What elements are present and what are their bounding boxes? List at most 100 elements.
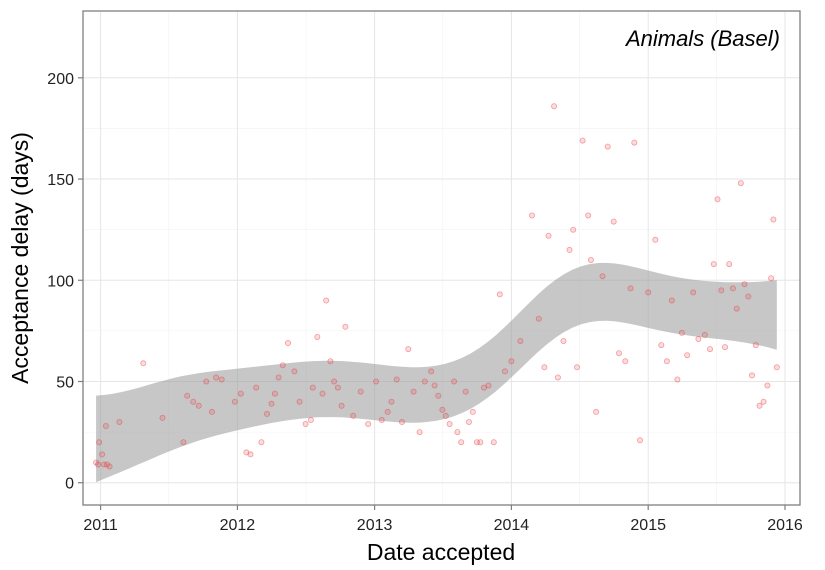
data-point: [752, 342, 759, 349]
x-tick-label: 2014: [494, 517, 530, 534]
y-axis: 0 50 100 150 200: [47, 71, 83, 493]
data-point: [231, 398, 238, 405]
data-points: [93, 103, 780, 470]
data-point: [451, 378, 458, 385]
data-point: [275, 374, 282, 381]
x-tick-label: 2012: [220, 517, 256, 534]
data-point: [458, 439, 465, 446]
data-point: [462, 388, 469, 395]
data-point: [431, 382, 438, 389]
data-point: [95, 461, 102, 468]
data-point: [373, 378, 380, 385]
data-point: [737, 180, 744, 187]
data-point: [722, 344, 729, 351]
data-point: [574, 364, 581, 371]
data-point: [508, 358, 515, 365]
data-point: [384, 408, 391, 415]
data-point: [421, 378, 428, 385]
smooth-confidence-band: [96, 262, 777, 483]
data-point: [323, 297, 330, 304]
data-point: [284, 339, 291, 346]
data-point: [180, 439, 187, 446]
data-point: [587, 256, 594, 263]
data-point: [99, 451, 106, 458]
data-point: [102, 422, 109, 429]
data-point: [485, 382, 492, 389]
data-point: [314, 333, 321, 340]
data-point: [631, 139, 638, 146]
data-point: [554, 374, 561, 381]
data-point: [579, 137, 586, 144]
data-point: [764, 382, 771, 389]
data-point: [517, 337, 524, 344]
data-point: [477, 439, 484, 446]
data-point: [184, 392, 191, 399]
data-point: [658, 342, 665, 349]
data-point: [331, 378, 338, 385]
data-point: [773, 364, 780, 371]
data-point: [663, 358, 670, 365]
data-point: [439, 406, 446, 413]
data-point: [545, 232, 552, 239]
data-point: [435, 392, 442, 399]
data-point: [490, 439, 497, 446]
data-point: [599, 273, 606, 280]
data-point: [291, 368, 298, 375]
data-point: [733, 305, 740, 312]
x-tick-label: 2011: [83, 517, 118, 534]
x-tick-label: 2016: [767, 517, 803, 534]
data-point: [627, 285, 634, 292]
data-point: [218, 376, 225, 383]
data-point: [350, 412, 357, 419]
data-point: [190, 398, 197, 405]
data-point: [529, 212, 536, 219]
y-tick-label: 100: [47, 273, 74, 290]
x-axis-title: Date accepted: [367, 539, 515, 565]
data-point: [378, 416, 385, 423]
data-point: [593, 408, 600, 415]
data-point: [271, 390, 278, 397]
data-point: [645, 289, 652, 296]
data-point: [442, 412, 449, 419]
data-point: [393, 376, 400, 383]
data-point: [106, 463, 113, 470]
data-point: [116, 418, 123, 425]
smooth-band: [96, 262, 777, 483]
data-point: [302, 420, 309, 427]
data-point: [307, 416, 314, 423]
data-point: [365, 420, 372, 427]
data-point: [701, 331, 708, 338]
data-point: [258, 439, 265, 446]
y-tick-label: 200: [47, 71, 74, 88]
x-tick-label: 2015: [630, 517, 666, 534]
data-point: [140, 360, 147, 367]
data-point: [726, 261, 733, 268]
y-tick-label: 0: [65, 476, 74, 493]
data-point: [268, 400, 275, 407]
data-point: [718, 287, 725, 294]
data-point: [388, 398, 395, 405]
data-point: [551, 103, 558, 110]
data-point: [585, 212, 592, 219]
data-point: [159, 414, 166, 421]
y-tick-label: 50: [56, 375, 74, 392]
data-point: [469, 408, 476, 415]
data-point: [616, 350, 623, 357]
data-point: [405, 346, 412, 353]
data-point: [296, 398, 303, 405]
data-point: [101, 461, 108, 468]
data-point: [729, 285, 736, 292]
data-point: [541, 364, 548, 371]
data-point: [428, 368, 435, 375]
data-point: [684, 352, 691, 359]
data-point: [745, 293, 752, 300]
data-point: [243, 449, 250, 456]
data-point: [473, 439, 480, 446]
x-axis: 2011 2012 2013 2014 2015 2016: [83, 505, 803, 534]
data-point: [496, 291, 503, 298]
data-point: [652, 236, 659, 243]
data-point: [768, 275, 775, 282]
data-point: [327, 358, 334, 365]
chart-annotation: Animals (Basel): [624, 26, 780, 51]
